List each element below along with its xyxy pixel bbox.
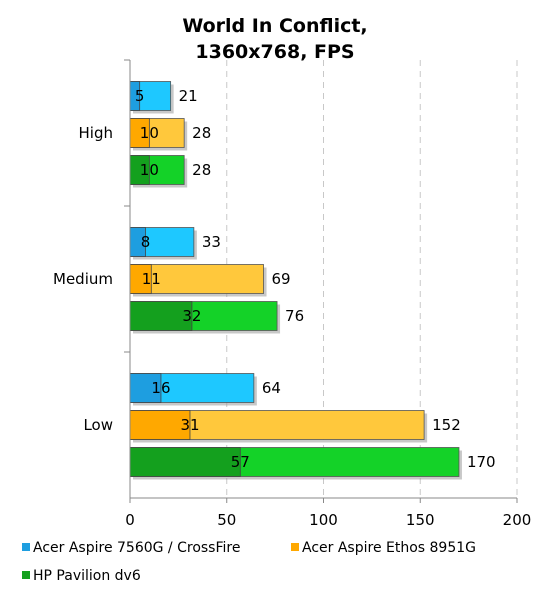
bar-min-low-2 [129,447,241,477]
avg-value-label: 76 [285,307,304,325]
legend-label-1: Acer Aspire Ethos 8951G [302,540,476,556]
avg-value-label: 69 [272,270,291,288]
avg-value-label: 21 [179,87,198,105]
bar-avg-medium-1 [129,264,264,294]
legend-swatch-2 [22,571,30,579]
min-value-label: 10 [140,124,159,142]
legend-swatch-0 [22,543,30,551]
bars: 5 21 10 28 10 28 8 33 11 69 32 76 16 64 31 152 57 170 [129,81,496,480]
min-value-label: 57 [231,453,250,471]
avg-value-label: 152 [432,416,461,434]
axes: 0 50 100 150 200 High Medium Low [53,59,532,529]
category-label-low: Low [83,416,113,434]
chart-title-line-2: 1360x768, FPS [195,41,354,63]
x-tick-label-100: 100 [309,511,338,529]
category-label-high: High [79,124,113,142]
min-value-label: 10 [140,161,159,179]
avg-value-label: 28 [192,161,211,179]
legend-label-0: Acer Aspire 7560G / CrossFire [33,540,240,556]
avg-value-label: 64 [262,379,281,397]
avg-value-label: 170 [467,453,496,471]
bar-min-low-0 [129,373,162,403]
chart-title-line-1: World In Conflict, [182,15,367,37]
x-tick-label-0: 0 [125,511,135,529]
x-tick-label-200: 200 [503,511,532,529]
min-value-label: 8 [141,233,151,251]
min-value-label: 32 [182,307,201,325]
min-value-label: 11 [142,270,161,288]
chart-title: World In Conflict, 1360x768, FPS [182,15,367,63]
avg-value-label: 28 [192,124,211,142]
legend-swatch-1 [291,543,299,551]
category-label-medium: Medium [53,270,113,288]
x-tick-label-50: 50 [217,511,236,529]
legend: Acer Aspire 7560G / CrossFire Acer Aspire… [22,540,476,584]
bar-min-low-1 [129,410,191,440]
min-value-label: 16 [151,379,170,397]
x-tick-label-150: 150 [406,511,435,529]
min-value-label: 5 [135,87,145,105]
avg-value-label: 33 [202,233,221,251]
legend-label-2: HP Pavilion dv6 [33,568,141,584]
bar-min-medium-2 [129,301,193,331]
min-value-label: 31 [180,416,199,434]
